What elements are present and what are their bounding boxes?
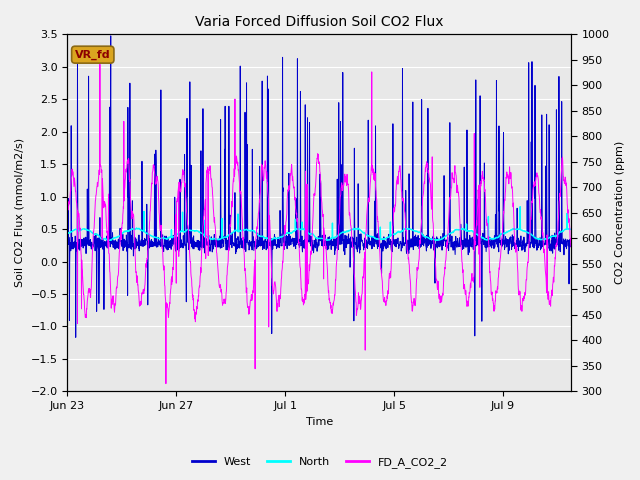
Y-axis label: CO2 Concentration (ppm): CO2 Concentration (ppm) <box>615 141 625 285</box>
X-axis label: Time: Time <box>305 417 333 427</box>
Legend: West, North, FD_A_CO2_2: West, North, FD_A_CO2_2 <box>188 452 452 472</box>
Title: Varia Forced Diffusion Soil CO2 Flux: Varia Forced Diffusion Soil CO2 Flux <box>195 15 444 29</box>
Text: VR_fd: VR_fd <box>75 49 111 60</box>
Y-axis label: Soil CO2 Flux (mmol/m2/s): Soil CO2 Flux (mmol/m2/s) <box>15 138 25 288</box>
